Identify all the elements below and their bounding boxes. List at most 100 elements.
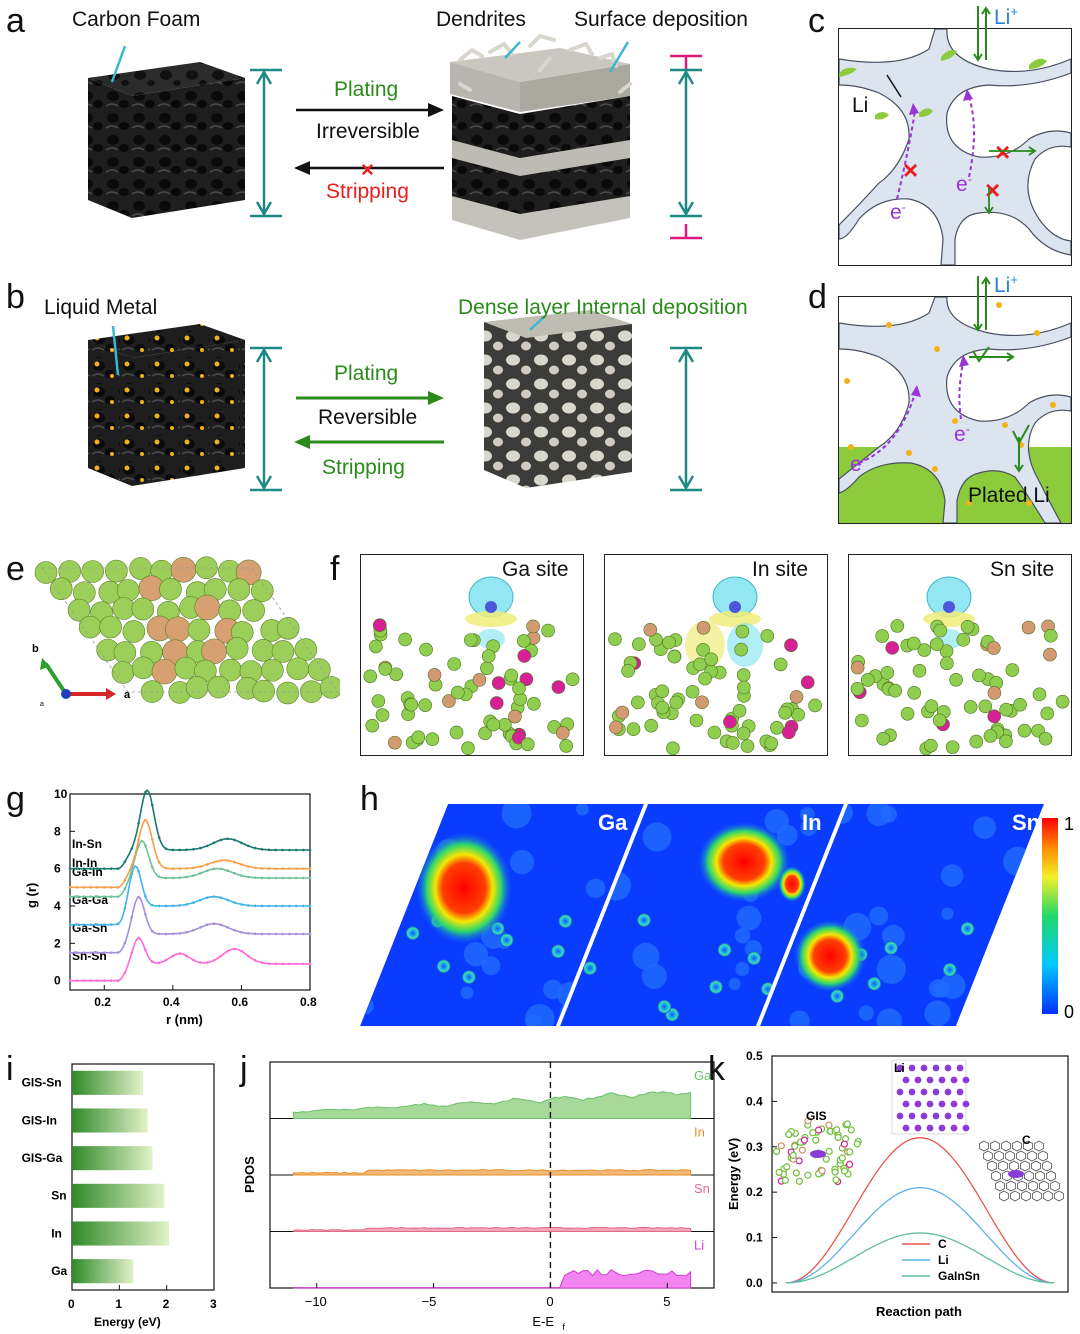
li-pointer: [886, 74, 902, 98]
liquid-metal-pointer: [111, 325, 120, 376]
atom: [735, 624, 750, 639]
bar-in: [72, 1221, 170, 1246]
bar-gis-in: [72, 1108, 148, 1133]
atom: [906, 636, 921, 651]
atom: [770, 720, 784, 735]
dense-layer-label: Dense layer: [458, 296, 571, 319]
panel-d-frame: [838, 296, 1072, 524]
inset-label-c: C: [1022, 1133, 1031, 1147]
atom: [726, 736, 740, 750]
atom: [1021, 620, 1036, 635]
panel-b-drawing: [88, 310, 702, 492]
panel-label-i: i: [6, 1050, 14, 1088]
atom: [242, 599, 265, 622]
atom: [615, 705, 630, 720]
atom: [695, 695, 709, 710]
panel-c-drawing: × × ×: [839, 29, 1071, 265]
atom: [261, 658, 284, 682]
liquid-metal-label: Liquid Metal: [44, 296, 158, 319]
surface-deposition-label: Surface deposition: [574, 8, 748, 31]
inset-label-li: Li: [894, 1061, 905, 1075]
plating-label-b: Plating: [334, 362, 399, 385]
atom: [498, 717, 512, 732]
atom: [375, 708, 390, 722]
stripping-arrow-b: [294, 435, 444, 449]
x-tick-label: 0: [546, 1294, 553, 1309]
atom: [1038, 731, 1053, 746]
atom: [734, 642, 748, 657]
stripping-label-a: Stripping: [326, 180, 409, 203]
ga-site-frame: [360, 554, 584, 756]
site-label-sn: Sn site: [990, 558, 1055, 581]
atom: [449, 725, 464, 740]
atom: [67, 598, 91, 622]
atom: [662, 635, 676, 650]
atom: [34, 561, 58, 584]
x-tick-label: 5: [663, 1294, 670, 1309]
atom: [621, 664, 635, 678]
x-tick-label: −10: [305, 1294, 327, 1309]
atom: [442, 694, 456, 708]
atom: [404, 697, 419, 712]
atom: [131, 597, 155, 621]
atom: [850, 660, 865, 675]
reversible-label: Reversible: [318, 406, 418, 429]
atom: [978, 699, 993, 714]
panel-c-frame: × × ×: [838, 28, 1072, 266]
atom: [427, 668, 442, 682]
li-label-c: Li: [852, 94, 869, 117]
bar-gis-ga: [72, 1146, 153, 1171]
panel-a-drawing: ×: [88, 33, 702, 240]
atom: [773, 657, 788, 672]
colorbar-max: 1: [1064, 814, 1074, 834]
atom: [489, 696, 504, 710]
panel-label-a: a: [6, 2, 25, 40]
atom: [174, 656, 198, 680]
atom: [689, 713, 704, 728]
panel-label-j: j: [240, 1050, 248, 1088]
in-site-frame: [604, 554, 828, 756]
rdf-line-in-sn: [70, 789, 310, 870]
bar-gis-sn: [72, 1070, 143, 1095]
atom: [111, 661, 135, 684]
atom: [949, 672, 963, 687]
atom: [451, 685, 465, 700]
height-bar-a1: [250, 68, 282, 218]
atom: [418, 698, 432, 712]
atom: [732, 704, 747, 718]
atom: [387, 735, 402, 750]
atom: [519, 672, 534, 686]
liquid-metal-cube: [88, 324, 245, 486]
atom: [461, 741, 475, 755]
y-tick-label: 8: [54, 824, 61, 838]
atom: [933, 623, 948, 638]
atom: [363, 669, 378, 684]
atom: [667, 649, 682, 664]
atom: [808, 698, 822, 713]
atom: [885, 641, 900, 655]
atom: [956, 633, 971, 647]
carbon-foam-cube: [88, 62, 245, 218]
inset-li-lattice: [891, 1059, 970, 1135]
atom: [900, 706, 915, 721]
axis-a-label: a: [124, 689, 131, 701]
plating-arrow-b: [296, 391, 444, 405]
atom: [880, 666, 895, 680]
stripping-arrow-a: ×: [294, 157, 444, 182]
atom: [122, 620, 146, 643]
atom: [227, 578, 251, 601]
electron-label-c1: e-: [890, 200, 906, 224]
chart-k: 0.0 0.1 0.2 0.3 0.4 0.5 Energy (eV) Reaction pa…: [726, 1050, 1069, 1319]
atom: [1013, 697, 1027, 712]
axis-triad: [40, 658, 116, 700]
height-bar-b1: [250, 346, 282, 492]
electron-label-d2: e-: [954, 422, 970, 446]
atom: [983, 729, 998, 743]
atom: [932, 713, 947, 728]
in-site-drawing: [608, 576, 822, 755]
chart-j: Ga In Sn Li −10 −5 0 5 E-E f PDOS: [242, 1061, 715, 1330]
bar-sn: [72, 1183, 165, 1208]
li-adatom: [729, 601, 741, 613]
atom: [929, 637, 944, 652]
height-bar-a2: [670, 54, 702, 240]
